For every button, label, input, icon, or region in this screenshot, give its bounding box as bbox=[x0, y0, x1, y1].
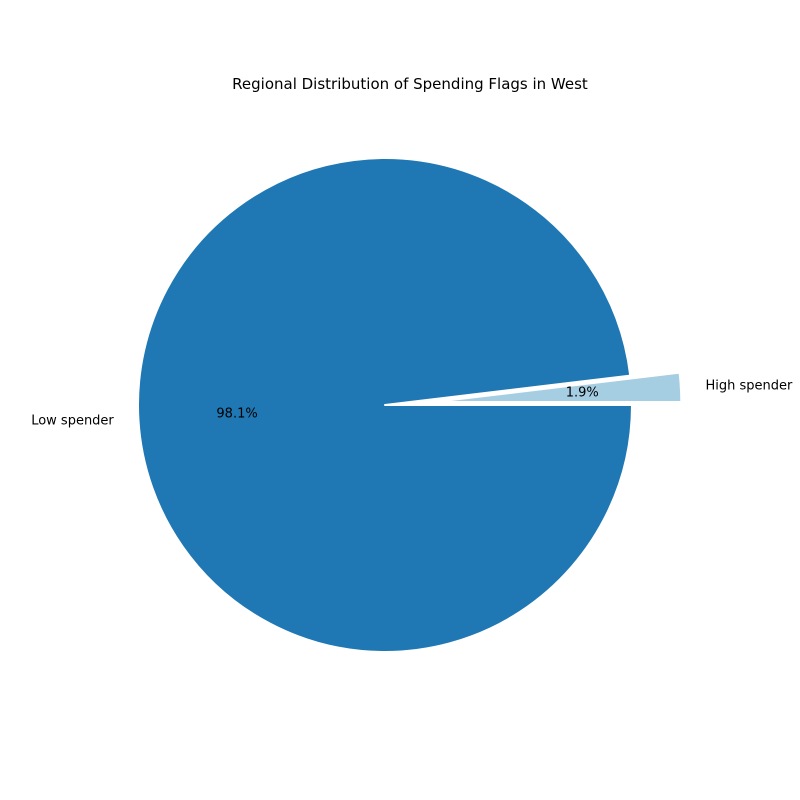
pie-slice-low-spender bbox=[137, 157, 633, 653]
chart-title: Regional Distribution of Spending Flags … bbox=[232, 75, 588, 93]
slice-label-high-spender: High spender bbox=[706, 378, 794, 393]
pie-slices bbox=[137, 157, 683, 653]
pie-labels: High spender 1.9% Low spender 98.1% bbox=[31, 378, 793, 428]
slice-label-low-spender: Low spender bbox=[31, 414, 114, 429]
slice-pct-low-spender: 98.1% bbox=[216, 406, 257, 421]
pie-slice-high-spender bbox=[433, 371, 683, 404]
slice-pct-high-spender: 1.9% bbox=[566, 386, 599, 401]
